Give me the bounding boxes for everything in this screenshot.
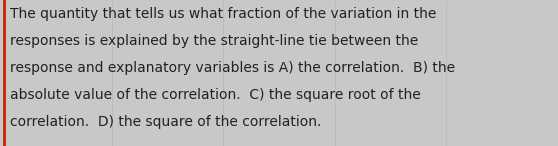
Text: absolute value of the correlation.  C) the square root of the: absolute value of the correlation. C) th… bbox=[10, 88, 421, 102]
Text: correlation.  D) the square of the correlation.: correlation. D) the square of the correl… bbox=[10, 115, 321, 129]
Text: response and explanatory variables is A) the correlation.  B) the: response and explanatory variables is A)… bbox=[10, 61, 455, 75]
Text: The quantity that tells us what fraction of the variation in the: The quantity that tells us what fraction… bbox=[10, 7, 436, 21]
Text: responses is explained by the straight-line tie between the: responses is explained by the straight-l… bbox=[10, 34, 418, 48]
